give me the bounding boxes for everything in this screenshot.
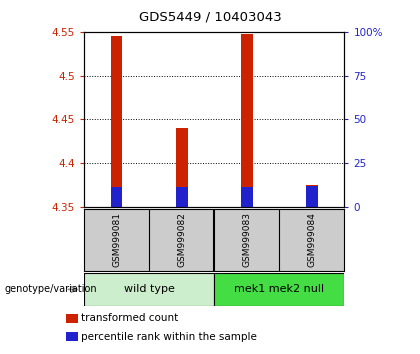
Bar (241, 187, 252, 207)
Bar (241, 34, 252, 207)
Text: GSM999082: GSM999082 (177, 212, 186, 267)
Text: wild type: wild type (123, 284, 175, 295)
Text: GSM999083: GSM999083 (242, 212, 251, 267)
Text: genotype/variation: genotype/variation (4, 284, 97, 295)
Text: GSM999081: GSM999081 (112, 212, 121, 267)
FancyBboxPatch shape (214, 273, 344, 306)
Bar (176, 187, 187, 207)
Text: GSM999084: GSM999084 (307, 212, 316, 267)
Bar (306, 185, 318, 207)
Bar (66, 332, 79, 341)
Text: transformed count: transformed count (81, 313, 178, 323)
Bar (66, 314, 79, 323)
Text: GDS5449 / 10403043: GDS5449 / 10403043 (139, 11, 281, 24)
Bar (176, 128, 187, 207)
Text: percentile rank within the sample: percentile rank within the sample (81, 332, 257, 342)
Bar (111, 36, 122, 207)
Text: mek1 mek2 null: mek1 mek2 null (234, 284, 324, 295)
Bar (306, 186, 318, 207)
FancyBboxPatch shape (84, 273, 214, 306)
Bar (111, 187, 122, 207)
